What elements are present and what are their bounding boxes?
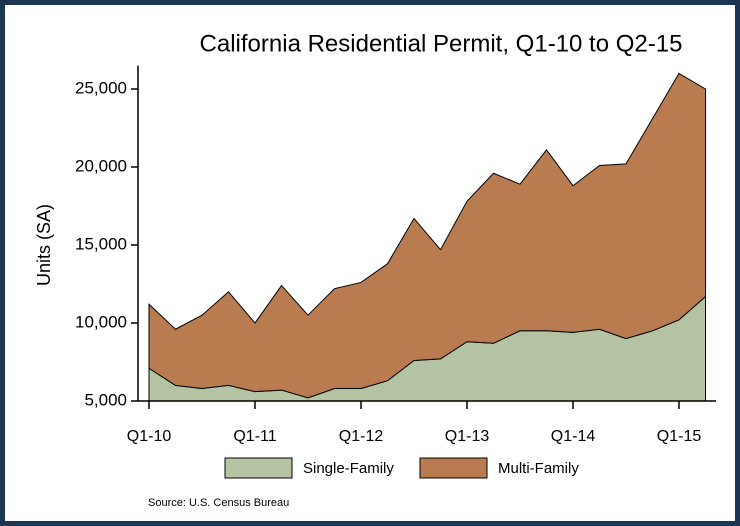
x-tick-label: Q1-15 [657,428,702,445]
x-tick-label: Q1-10 [127,428,172,445]
x-tick-label: Q1-14 [551,428,596,445]
source-note: Source: U.S. Census Bureau [148,497,289,509]
area [148,72,706,399]
legend-swatch [224,457,293,479]
legend-label: Multi-Family [498,460,579,477]
x-tick-label: Q1-12 [339,428,384,445]
y-tick-label: 5,000 [84,390,127,409]
y-tick-label: 10,000 [75,312,127,331]
x-tick-label: Q1-11 [233,428,276,445]
y-tick-label: 25,000 [75,78,127,97]
legend-label: Single-Family [303,460,394,477]
y-axis-label: Units (SA) [34,204,54,286]
y-tick-label: 20,000 [75,156,127,175]
legend-swatch [419,457,488,479]
x-tick-label: Q1-13 [445,428,490,445]
chart-title: California Residential Permit, Q1-10 to … [200,30,683,57]
y-tick-label: 15,000 [75,234,127,253]
